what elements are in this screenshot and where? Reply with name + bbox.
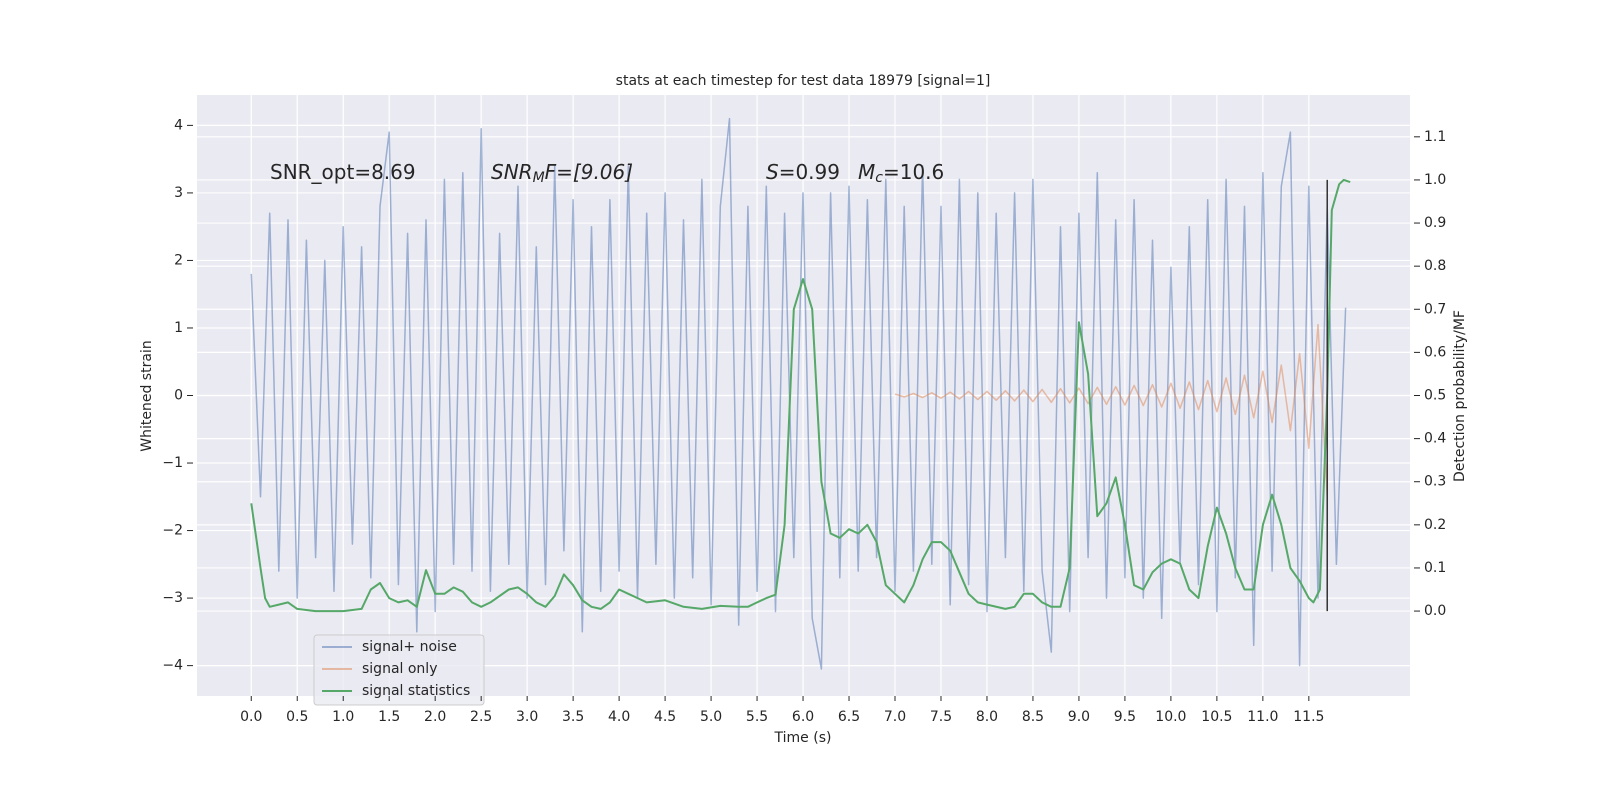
y-tick-label: 2: [174, 252, 183, 268]
y-tick-label: −3: [162, 590, 183, 606]
y-tick-label: 3: [174, 185, 183, 201]
y-tick-label: −1: [162, 455, 183, 471]
legend-label: signal+ noise: [362, 639, 457, 655]
annotation-sub: c: [875, 170, 883, 186]
series-line: [894, 323, 1328, 497]
x-tick-label: 7.5: [930, 709, 952, 725]
y2-tick-label: 0.7: [1424, 301, 1446, 317]
y-tick-label: 4: [174, 117, 183, 133]
x-tick-label: 4.5: [654, 709, 676, 725]
annotation-main: SNR: [491, 160, 533, 184]
y-tick-label: 1: [174, 320, 183, 336]
y2-tick-label: 0.3: [1424, 474, 1446, 490]
x-tick-label: 11.0: [1247, 709, 1278, 725]
y2-tick-label: 0.2: [1424, 517, 1446, 533]
x-axis-label: Time (s): [774, 730, 832, 746]
x-tick-label: 6.5: [838, 709, 860, 725]
x-tick-label: 10.5: [1201, 709, 1232, 725]
x-tick-label: 6.0: [792, 709, 814, 725]
x-tick-label: 4.0: [608, 709, 630, 725]
annotation-rest: =10.6: [883, 160, 944, 184]
x-tick-label: 10.0: [1155, 709, 1186, 725]
chart-title: stats at each timestep for test data 189…: [616, 73, 991, 89]
x-tick-label: 2.5: [470, 709, 492, 725]
annotation: SNR_opt=8.69: [270, 160, 416, 184]
x-tick-label: 3.0: [516, 709, 538, 725]
annotation: Mc=10.6: [858, 160, 944, 187]
y2-tick-label: 0.4: [1424, 431, 1446, 447]
x-tick-label: 1.5: [378, 709, 400, 725]
y2-tick-label: 0.0: [1424, 603, 1446, 619]
x-tick-label: 5.0: [700, 709, 722, 725]
x-tick-label: 9.0: [1068, 709, 1090, 725]
annotation-rest: F=[9.06]: [545, 160, 633, 184]
x-tick-label: 9.5: [1114, 709, 1136, 725]
x-tick-label: 8.0: [976, 709, 998, 725]
legend-label: signal statistics: [362, 683, 470, 699]
x-tick-label: 2.0: [424, 709, 446, 725]
y2-tick-label: 0.5: [1424, 388, 1446, 404]
x-tick-label: 8.5: [1022, 709, 1044, 725]
annotation-rest: =0.99: [779, 160, 840, 184]
annotations: SNR_opt=8.69 SNRMF=[9.06] S=0.99 Mc=10.6: [270, 160, 944, 187]
x-tick-label: 7.0: [884, 709, 906, 725]
y-tick-label: −2: [162, 523, 183, 539]
legend: signal+ noise signal only signal statistic…: [313, 634, 485, 706]
annotation: SNRMF=[9.06]: [491, 160, 633, 187]
y-axis-label: Whitened strain: [139, 340, 155, 451]
y2-tick-label: 1.0: [1424, 172, 1446, 188]
annotation-main: M: [858, 160, 875, 184]
x-tick-label: 0.5: [286, 709, 308, 725]
x-tick-label: 5.5: [746, 709, 768, 725]
annotation: S=0.99: [766, 160, 840, 184]
legend-box: [313, 634, 485, 706]
series-line: [250, 178, 1351, 613]
x-tick-label: 1.0: [332, 709, 354, 725]
y2-tick-label: 0.9: [1424, 215, 1446, 231]
legend-label: signal only: [362, 661, 437, 677]
annotation-main: S: [766, 160, 779, 184]
y2-tick-label: 1.1: [1424, 129, 1446, 145]
x-tick-label: 11.5: [1293, 709, 1324, 725]
y2-tick-label: 0.8: [1424, 258, 1446, 274]
x-tick-label: 3.5: [562, 709, 584, 725]
series-line: [250, 117, 1347, 670]
marks: [250, 117, 1351, 670]
y2-tick-label: 0.1: [1424, 560, 1446, 576]
y-tick-label: −4: [162, 658, 183, 674]
y2-tick-label: 0.6: [1424, 344, 1446, 360]
y-tick-label: 0: [174, 388, 183, 404]
annotation-main: SNR_opt=8.69: [270, 160, 416, 184]
x-tick-label: 0.0: [240, 709, 262, 725]
y2-axis-label: Detection probability/MF: [1452, 310, 1468, 482]
annotation-sub: M: [533, 170, 545, 186]
